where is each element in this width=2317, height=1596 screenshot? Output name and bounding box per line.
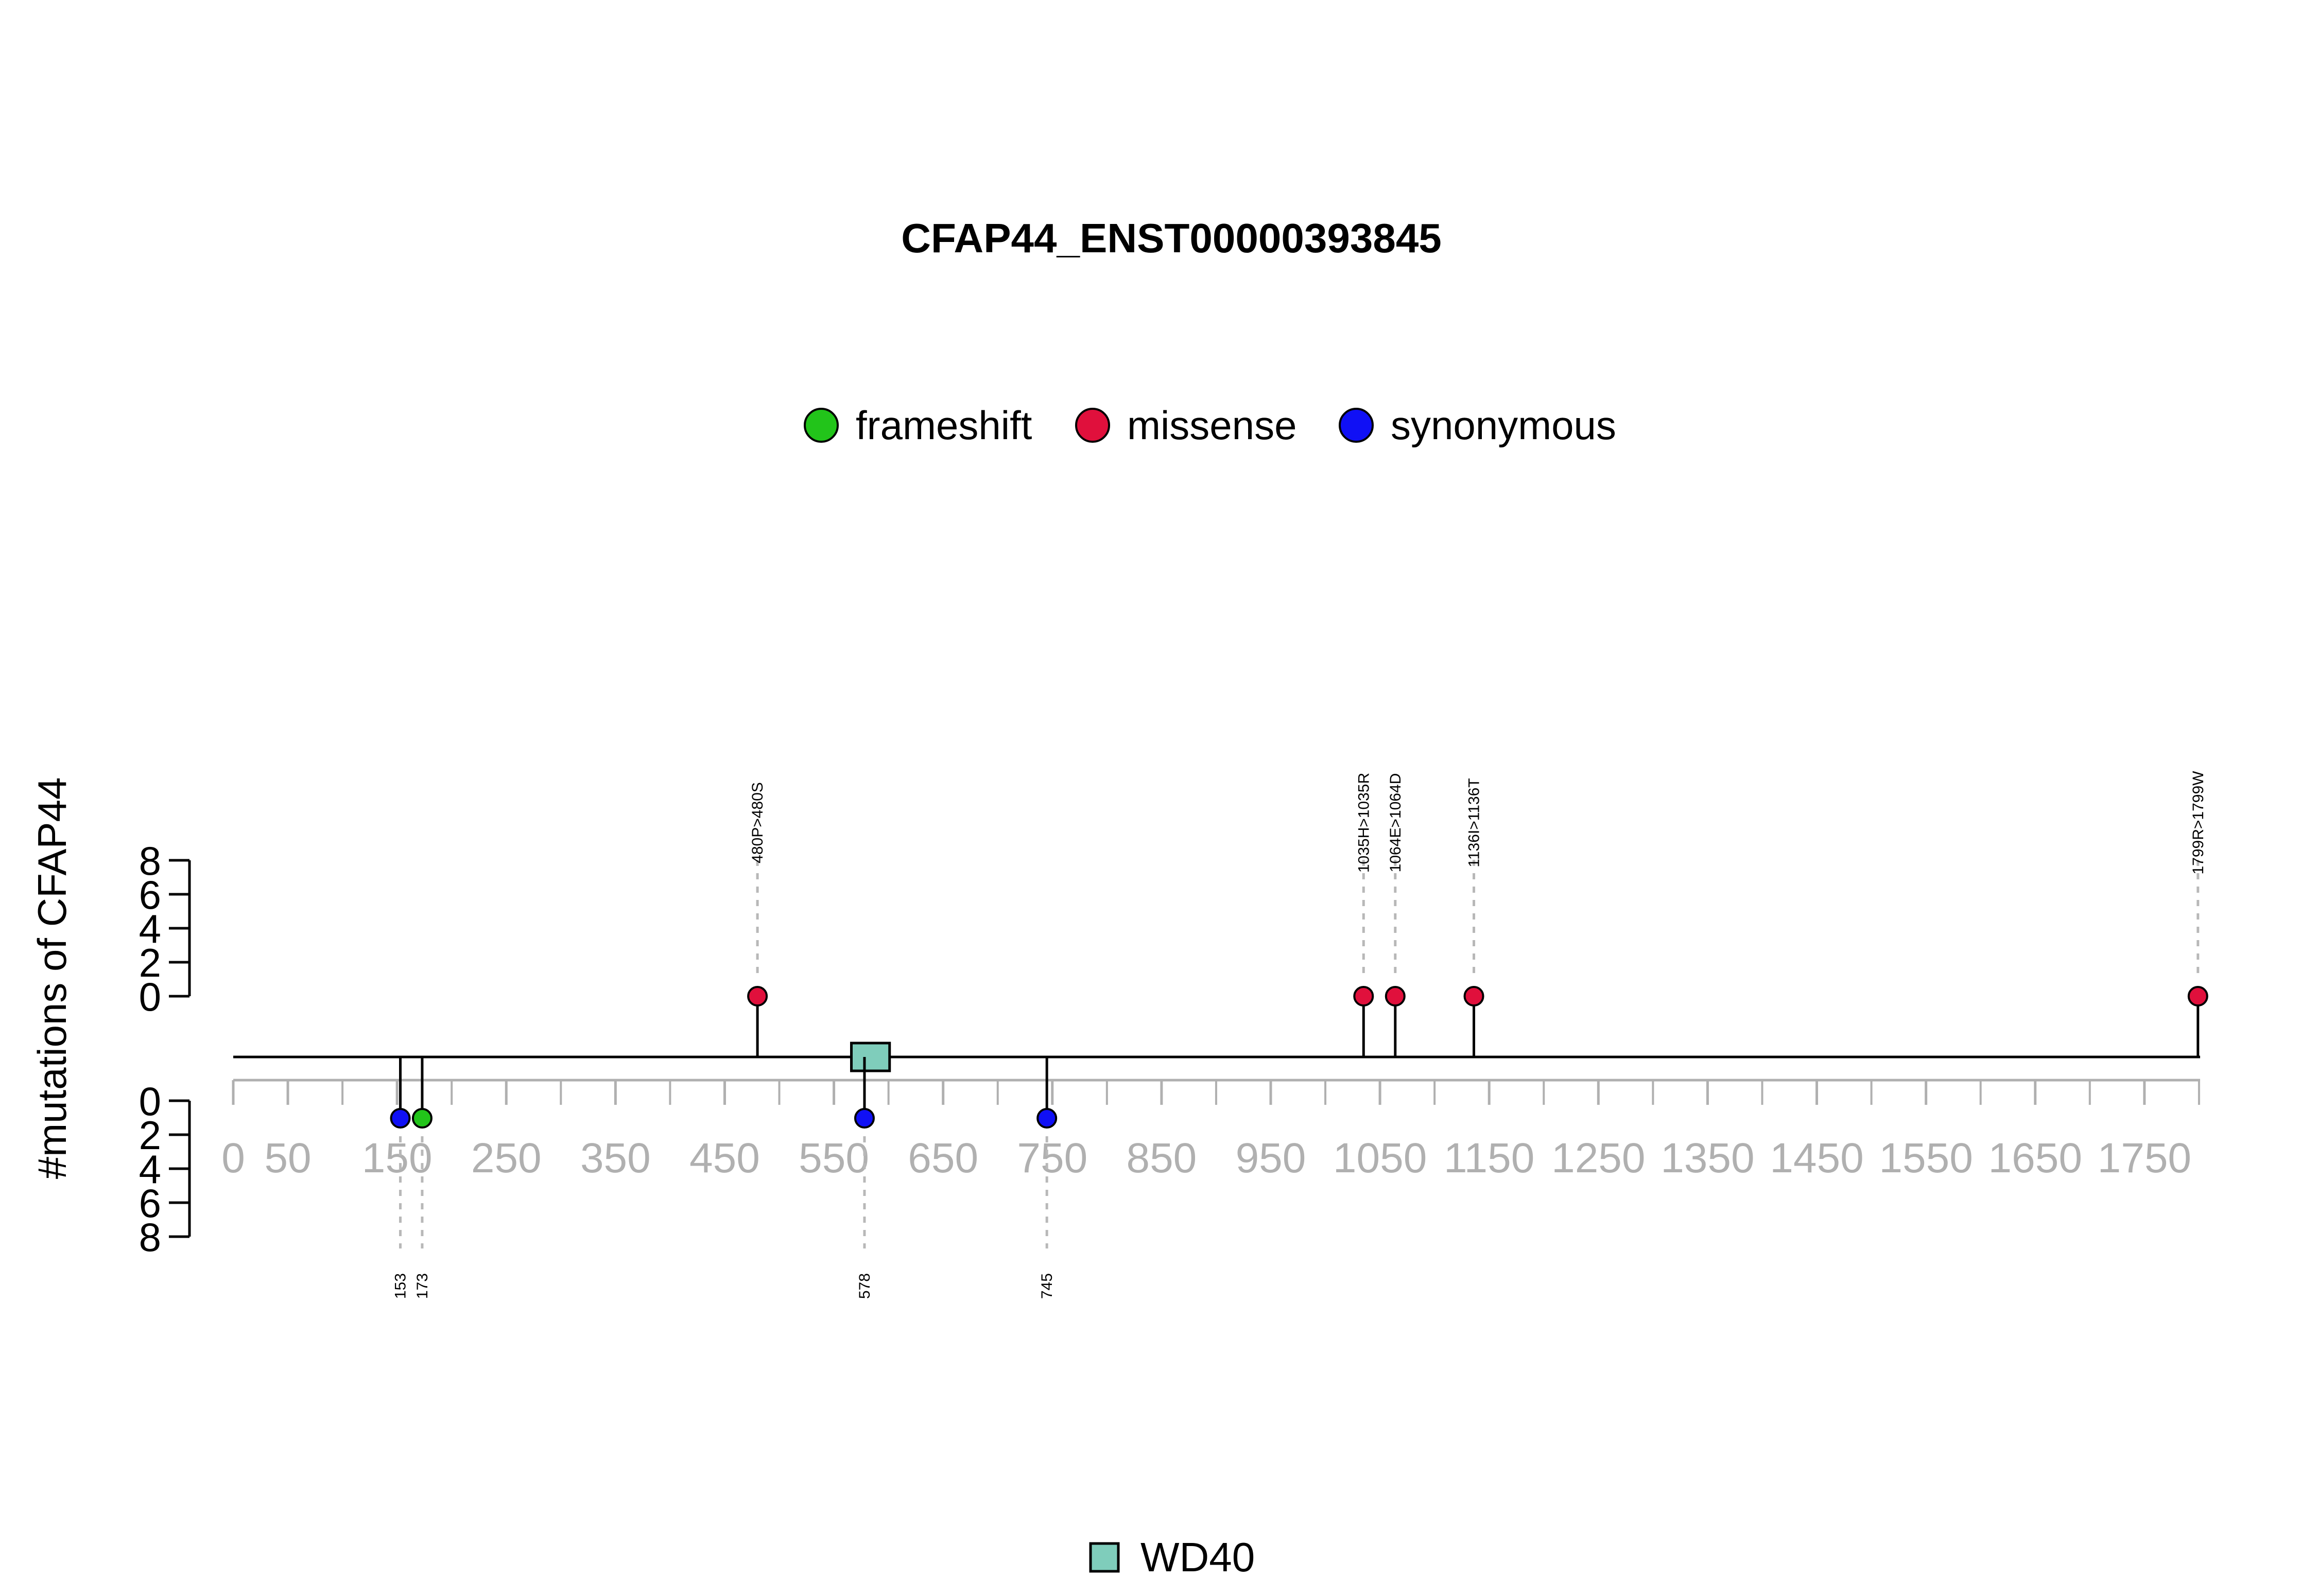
- legend-label-missense: missense: [1127, 403, 1296, 448]
- x-tick-label: 150: [362, 1135, 433, 1182]
- x-tick-label: 750: [1017, 1135, 1087, 1182]
- legend-marker-synonymous: [1339, 408, 1374, 443]
- x-tick-label: 350: [580, 1135, 651, 1182]
- legend-label-frameshift: frameshift: [856, 403, 1032, 448]
- mutations-top: 480P>480S 1035H>1035R 1064E>1064D 1136I>113…: [747, 771, 2208, 1057]
- mutation-point-1799: [2187, 986, 2208, 1007]
- mutation-point-1136: [1463, 986, 1484, 1007]
- mutation-label: 1799R>1799W: [2190, 771, 2207, 875]
- x-axis: 0 50 150 250 350 450 550 650 750 850 950 1050 1150 12…: [221, 1079, 2200, 1182]
- mutation-point-173: [411, 1108, 433, 1129]
- mutation-label: 1035H>1035R: [1355, 773, 1372, 873]
- y-axis-label: #mutations of CFAP44: [29, 777, 75, 1179]
- legend-marker-missense: [1075, 408, 1110, 443]
- y-axis-bottom-tick-label: 2: [139, 1113, 161, 1158]
- x-tick-label: 950: [1236, 1135, 1306, 1182]
- mutations-bottom: 153 173 578 745: [390, 1057, 1058, 1299]
- x-tick-label: 1650: [1989, 1135, 2082, 1182]
- x-tick-label: 1450: [1770, 1135, 1863, 1182]
- x-tick-label: 1150: [1444, 1135, 1534, 1182]
- mutation-point-1035: [1353, 986, 1374, 1007]
- y-axis-top-tick-label: 6: [139, 872, 161, 917]
- domain-legend-label: WD40: [1140, 1534, 1255, 1580]
- x-tick-label: 1750: [2098, 1135, 2191, 1182]
- x-tick-label: 1050: [1333, 1135, 1427, 1182]
- mutation-point-153: [390, 1108, 411, 1129]
- y-axis-bottom-tick-label: 6: [139, 1181, 161, 1226]
- y-axis-top-tick-label: 0: [139, 974, 161, 1019]
- x-tick-label: 450: [689, 1135, 760, 1182]
- x-tick-label: 250: [471, 1135, 542, 1182]
- y-axis-top-tick-label: 2: [139, 940, 161, 985]
- mutation-label: 480P>480S: [749, 782, 766, 863]
- x-tick-label: 0: [221, 1135, 245, 1182]
- legend-marker-frameshift: [804, 408, 839, 443]
- mutation-label: 578: [856, 1273, 873, 1299]
- mutation-point-745: [1036, 1108, 1058, 1129]
- domain-layer: [850, 1042, 891, 1072]
- y-axis-bottom-tick-label: 0: [139, 1079, 161, 1124]
- mutation-point-480: [747, 986, 768, 1007]
- mutation-label: 153: [392, 1273, 409, 1299]
- x-tick-label: 1550: [1879, 1135, 1973, 1182]
- mutation-point-578: [854, 1108, 875, 1129]
- y-axis-top-tick-label: 4: [139, 906, 161, 951]
- mutation-label: 1136I>1136T: [1466, 778, 1483, 867]
- y-axis-top-tick-label: 8: [139, 838, 161, 883]
- domain-WD40: [850, 1042, 891, 1072]
- mutation-label: 1064E>1064D: [1387, 773, 1404, 873]
- x-tick-label: 650: [908, 1135, 978, 1182]
- mutation-label: 745: [1039, 1273, 1056, 1299]
- x-tick-label: 1350: [1661, 1135, 1754, 1182]
- mutation-point-1064: [1385, 986, 1406, 1007]
- domain-legend-marker: [1089, 1542, 1120, 1573]
- mutation-legend: frameshift missense synonymous: [804, 403, 1616, 448]
- y-axis-bottom-tick-label: 8: [139, 1215, 161, 1260]
- chart-title: CFAP44_ENST00000393845: [901, 215, 1442, 261]
- x-tick-label: 1250: [1551, 1135, 1645, 1182]
- x-tick-label: 550: [799, 1135, 869, 1182]
- mutation-label: 173: [414, 1273, 431, 1299]
- y-axis-bottom-tick-label: 4: [139, 1147, 161, 1192]
- legend-label-synonymous: synonymous: [1391, 403, 1616, 448]
- domain-legend: WD40: [1089, 1534, 1255, 1580]
- x-tick-label: 50: [264, 1135, 311, 1182]
- x-tick-label: 850: [1126, 1135, 1197, 1182]
